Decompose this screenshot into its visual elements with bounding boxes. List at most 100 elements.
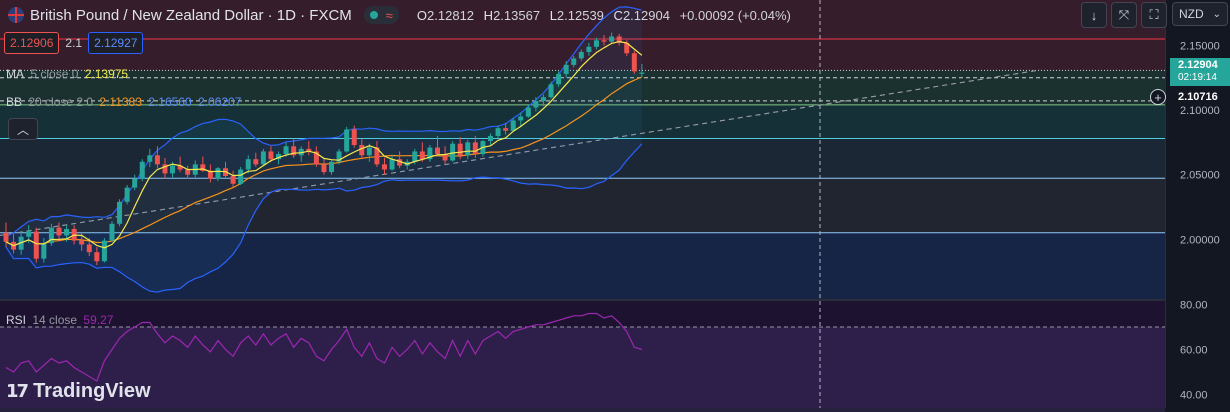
price-tick-label: 2.05000 — [1180, 170, 1220, 182]
price-tick-label: 2.15000 — [1180, 41, 1220, 53]
gbp-flag-icon — [8, 7, 24, 23]
scroll-down-button[interactable]: ↓ — [1081, 2, 1107, 28]
candle-body — [548, 84, 554, 98]
bb-legend-upper: 2.16560 — [148, 95, 192, 109]
price-tick-label: 2.10000 — [1180, 105, 1220, 117]
tradingview-logo[interactable]: 𝟭𝟳 TradingView — [6, 380, 151, 403]
spread-value: 2.1 — [65, 36, 83, 50]
rsi-legend-params: 14 close — [32, 313, 78, 327]
ma-legend-value: 2.13975 — [84, 67, 129, 81]
bb-fill — [6, 6, 642, 293]
rsi-legend-value: 59.27 — [83, 313, 114, 327]
bb-lower-line — [5, 143, 643, 293]
candle-body — [306, 148, 312, 152]
candle-body — [79, 240, 85, 245]
sell-button[interactable]: 2.12906 — [4, 32, 60, 54]
candle-body — [56, 227, 62, 236]
candle-body — [540, 97, 546, 102]
candle-body — [321, 164, 327, 173]
candle-body — [593, 40, 599, 47]
candle-body — [639, 72, 645, 74]
symbol-title[interactable]: British Pound / New Zealand Dollar · 1D … — [30, 6, 352, 24]
ma-line — [5, 40, 643, 249]
candle-body — [124, 187, 130, 202]
rsi-tick-label: 80.00 — [1180, 300, 1208, 312]
candle-body — [245, 159, 251, 170]
ohlc-readout: O2.12812 H2.13567 L2.12539 C2.12904 +0.0… — [417, 8, 797, 23]
candle-body — [170, 165, 176, 174]
zone-upper — [0, 70, 1165, 105]
candle-body — [457, 143, 463, 156]
price-tick-label: 2.00000 — [1180, 234, 1220, 246]
candle-body — [215, 168, 221, 179]
candle-body — [578, 51, 584, 59]
zone-support — [0, 178, 1165, 233]
candle-body — [313, 151, 319, 165]
candle-body — [177, 165, 183, 170]
zone-mid — [0, 104, 1165, 139]
candle-body — [185, 169, 191, 175]
currency-select[interactable]: NZD ⌄ — [1172, 2, 1228, 26]
candle-body — [412, 151, 418, 162]
candle-body — [472, 142, 478, 155]
buy-button[interactable]: 2.12927 — [88, 32, 144, 54]
trend-line-extension — [0, 69, 1041, 236]
low-label: L — [549, 7, 557, 23]
open-value: 2.12812 — [427, 7, 475, 23]
rsi-legend-name: RSI — [6, 313, 27, 327]
candle-body — [48, 227, 54, 244]
bb-legend-lower: 2.06207 — [198, 95, 242, 109]
candle-body — [518, 116, 524, 121]
candle-body — [616, 36, 622, 43]
close-value: 2.12904 — [622, 7, 670, 23]
candle-body — [586, 46, 592, 52]
candle-body — [525, 107, 531, 117]
candle-body — [382, 164, 387, 170]
bid-ask-panel: 2.12906 2.1 2.12927 — [4, 32, 144, 54]
candle-body — [344, 129, 350, 152]
rsi-legend[interactable]: RSI 14 close 59.27 — [6, 313, 116, 327]
collapse-icon: ⤧ — [1118, 7, 1130, 22]
candle-body — [487, 135, 493, 142]
chart-header: British Pound / New Zealand Dollar · 1D … — [0, 0, 797, 30]
candle-body — [427, 147, 433, 160]
bb-legend-name: BB — [6, 95, 23, 109]
open-label: O — [416, 7, 428, 23]
high-label: H — [483, 7, 494, 23]
candle-body — [117, 201, 123, 224]
candle-body — [495, 128, 501, 136]
candle-body — [139, 161, 145, 179]
candle-body — [366, 147, 372, 156]
high-value: 2.13567 — [493, 7, 541, 23]
collapse-legend-button[interactable]: ︿ — [8, 118, 38, 140]
candle-body — [571, 58, 577, 65]
candle-body — [329, 161, 335, 173]
chevron-up-icon: ︿ — [16, 122, 29, 137]
candle-body — [609, 36, 615, 42]
candle-body — [601, 40, 607, 42]
add-alert-button[interactable]: + — [1150, 89, 1166, 105]
ma-legend-params: 5 close 0 — [30, 67, 79, 81]
candle-body — [434, 147, 440, 155]
maximize-pane-button[interactable]: ⛶ — [1141, 2, 1167, 28]
collapse-pane-button[interactable]: ⤧ — [1111, 2, 1137, 28]
candle-body — [503, 128, 509, 131]
candle-body — [465, 142, 471, 156]
ma-legend-name: MA — [6, 67, 24, 81]
rsi-tick-label: 60.00 — [1180, 345, 1208, 357]
candle-body — [351, 129, 357, 145]
market-status[interactable]: ≈ — [363, 6, 399, 24]
rsi-tick-label: 40.00 — [1180, 390, 1208, 402]
low-value: 2.12539 — [556, 7, 604, 23]
bb-legend[interactable]: BB 20 close 2 0 2.11383 2.16560 2.06207 — [6, 95, 244, 109]
candle-body — [86, 244, 92, 253]
candle-body — [253, 159, 259, 165]
change-value: +0.00092 (+0.04%) — [679, 7, 791, 23]
candle-body — [207, 170, 213, 179]
candle-body — [26, 231, 32, 237]
replay-wave-icon: ≈ — [385, 7, 393, 23]
candle-body — [563, 64, 569, 74]
candle-body — [374, 147, 380, 165]
ma-legend[interactable]: MA 5 close 0 2.13975 — [6, 67, 131, 81]
